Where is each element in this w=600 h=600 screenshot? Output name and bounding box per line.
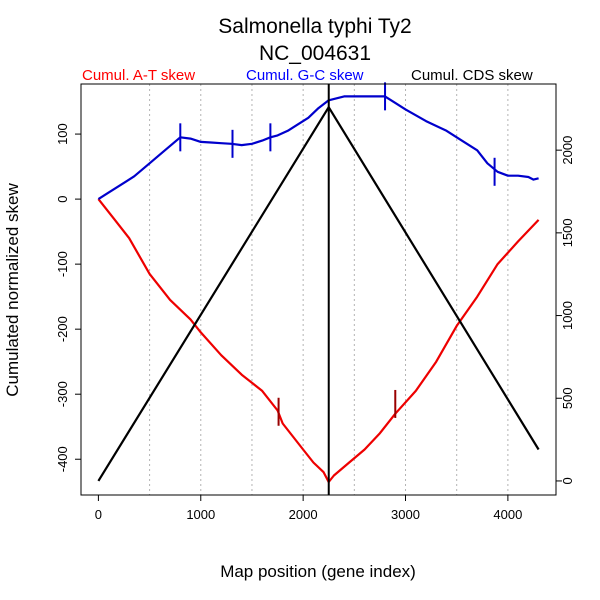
x-tick-label: 0 [95, 507, 102, 522]
y2-tick-label: 1500 [560, 218, 575, 247]
x-tick-label: 4000 [493, 507, 522, 522]
legend-cds-skew: Cumul. CDS skew [411, 67, 533, 84]
y-tick-label: 0 [55, 195, 70, 202]
y-axis-label: Cumulated normalized skew [3, 183, 22, 397]
legend-at-skew: Cumul. A-T skew [82, 67, 195, 84]
grid-lines [149, 84, 509, 495]
y-tick-label: -300 [55, 381, 70, 407]
chart-title: Salmonella typhi Ty2 [218, 15, 411, 38]
x-tick-label: 1000 [186, 507, 215, 522]
x-axis: 0 1000 2000 3000 4000 [95, 495, 522, 522]
chart-subtitle: NC_004631 [259, 42, 371, 65]
y-tick-label: 100 [55, 123, 70, 145]
y-axis-left: -400 -300 -200 -100 0 100 [55, 123, 81, 472]
y-tick-label: -100 [55, 251, 70, 277]
y2-tick-label: 0 [560, 477, 575, 484]
y2-tick-label: 500 [560, 387, 575, 409]
series-line [97, 95, 539, 201]
legend-gc-skew: Cumul. G-C skew [246, 67, 364, 84]
x-axis-label: Map position (gene index) [220, 562, 416, 581]
x-tick-label: 2000 [289, 507, 318, 522]
series-line [97, 198, 540, 484]
plot-frame [80, 83, 557, 496]
y-axis-right: 0 500 1000 1500 2000 [556, 136, 575, 485]
y-tick-label: -400 [55, 446, 70, 472]
x-tick-label: 3000 [391, 507, 420, 522]
data-markers [179, 82, 496, 426]
y2-tick-label: 2000 [560, 136, 575, 165]
y-tick-label: -200 [55, 316, 70, 342]
data-series [97, 84, 540, 495]
y2-tick-label: 1000 [560, 301, 575, 330]
